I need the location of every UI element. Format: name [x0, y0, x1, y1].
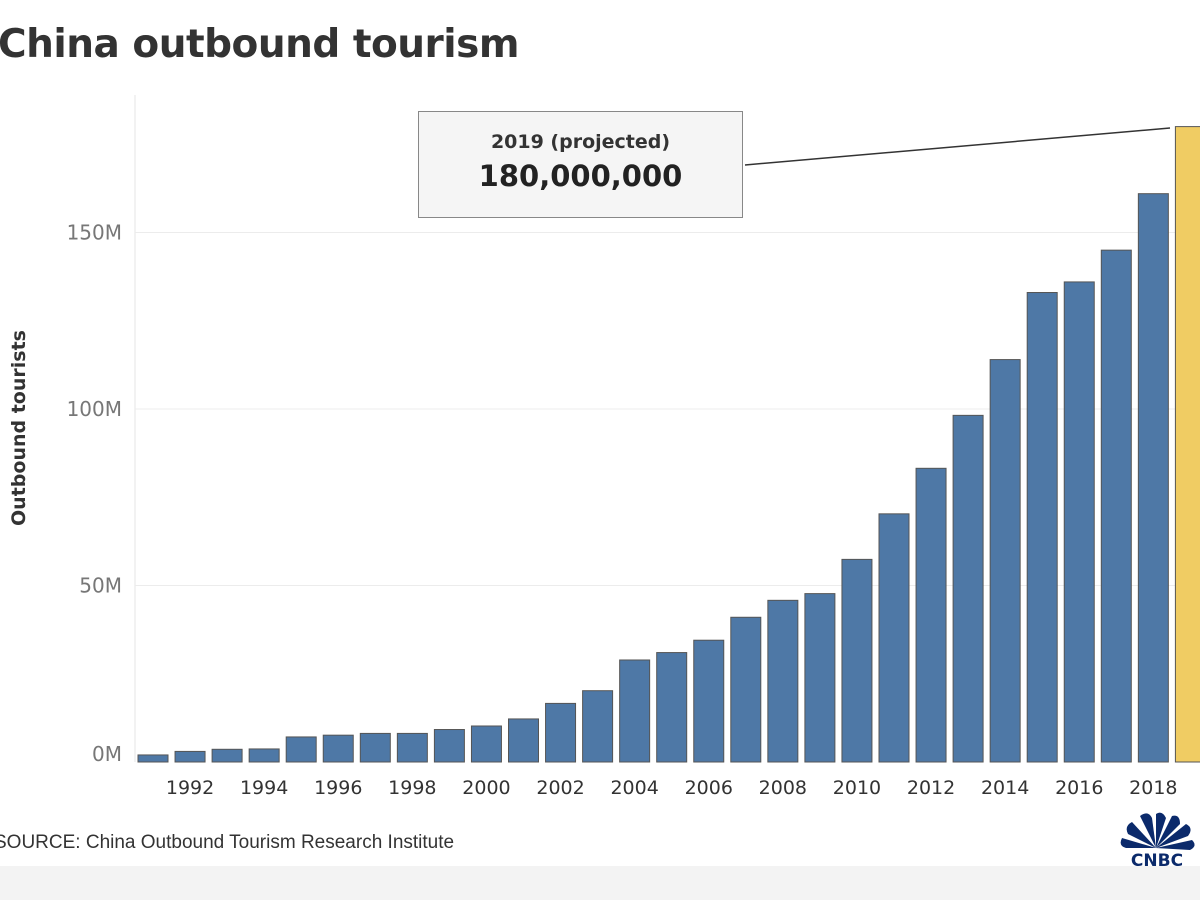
- bar-2001: [508, 718, 539, 763]
- y-tick-label: 100M: [67, 397, 122, 421]
- x-tick-label: 1996: [314, 777, 362, 799]
- x-tick-label: 2006: [685, 777, 733, 799]
- x-tick-label: 2008: [759, 777, 807, 799]
- x-tick-label: 2010: [833, 777, 881, 799]
- bar-2006: [693, 639, 725, 763]
- bar-1994: [248, 748, 280, 763]
- x-tick-label: 2012: [907, 777, 955, 799]
- bar-1993: [211, 748, 243, 763]
- y-tick-label: 50M: [79, 574, 122, 598]
- x-tick-label: 2004: [610, 777, 658, 799]
- bar-2014: [989, 359, 1021, 763]
- bar-1996: [322, 734, 354, 763]
- callout-box: 2019 (projected) 180,000,000: [418, 111, 743, 218]
- bar-2018: [1137, 193, 1169, 763]
- bar-2008: [767, 599, 799, 763]
- bar-2003: [582, 690, 614, 763]
- x-tick-label: 2016: [1055, 777, 1103, 799]
- bar-2015: [1026, 292, 1058, 763]
- x-tick-label: 2018: [1129, 777, 1177, 799]
- x-tick-label: 2002: [536, 777, 584, 799]
- bar-2011: [878, 513, 910, 763]
- bar-2007: [730, 616, 762, 763]
- bar-2017: [1100, 249, 1132, 763]
- chart-title: China outbound tourism: [0, 22, 520, 67]
- bar-1999: [433, 729, 465, 763]
- bar-1995: [285, 736, 317, 763]
- x-tick-label: 2014: [981, 777, 1029, 799]
- x-tick-label: 2000: [462, 777, 510, 799]
- bar-2004: [619, 659, 651, 763]
- bar-2012: [915, 467, 947, 763]
- callout-label: 2019 (projected): [490, 131, 671, 153]
- bar-2000: [470, 725, 502, 763]
- bar-2016: [1063, 281, 1095, 763]
- bar-2002: [545, 702, 577, 763]
- x-tick-label: 1994: [240, 777, 288, 799]
- cnbc-peacock-logo: CNBC: [1120, 812, 1195, 868]
- callout-value: 180,000,000: [478, 159, 683, 193]
- source-note: SOURCE: China Outbound Tourism Research …: [0, 832, 455, 853]
- y-tick-label: 0M: [92, 742, 122, 766]
- x-tick-label: 1992: [166, 777, 214, 799]
- bar-1992: [174, 750, 206, 763]
- bar-2019: [1174, 126, 1200, 763]
- bar-2010: [841, 558, 873, 763]
- bar-2005: [656, 652, 688, 763]
- bar-1998: [396, 732, 428, 763]
- x-tick-label: 1998: [388, 777, 436, 799]
- bar-2013: [952, 414, 984, 763]
- svg-text:CNBC: CNBC: [1131, 851, 1183, 868]
- callout-leader-line: [744, 127, 1171, 166]
- bar-1991: [137, 754, 169, 763]
- bar-1997: [359, 732, 391, 763]
- bar-2009: [804, 593, 836, 763]
- footer-bar: [0, 866, 1200, 900]
- y-tick-label: 150M: [67, 221, 122, 245]
